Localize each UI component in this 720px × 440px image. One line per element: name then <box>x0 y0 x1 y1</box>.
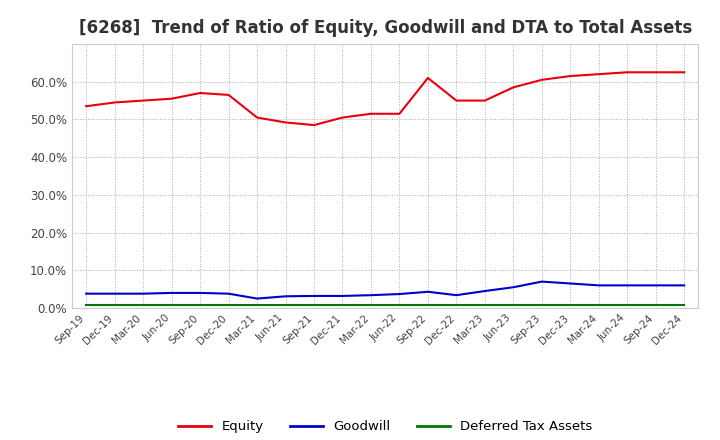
Legend: Equity, Goodwill, Deferred Tax Assets: Equity, Goodwill, Deferred Tax Assets <box>173 415 598 439</box>
Title: [6268]  Trend of Ratio of Equity, Goodwill and DTA to Total Assets: [6268] Trend of Ratio of Equity, Goodwil… <box>78 19 692 37</box>
